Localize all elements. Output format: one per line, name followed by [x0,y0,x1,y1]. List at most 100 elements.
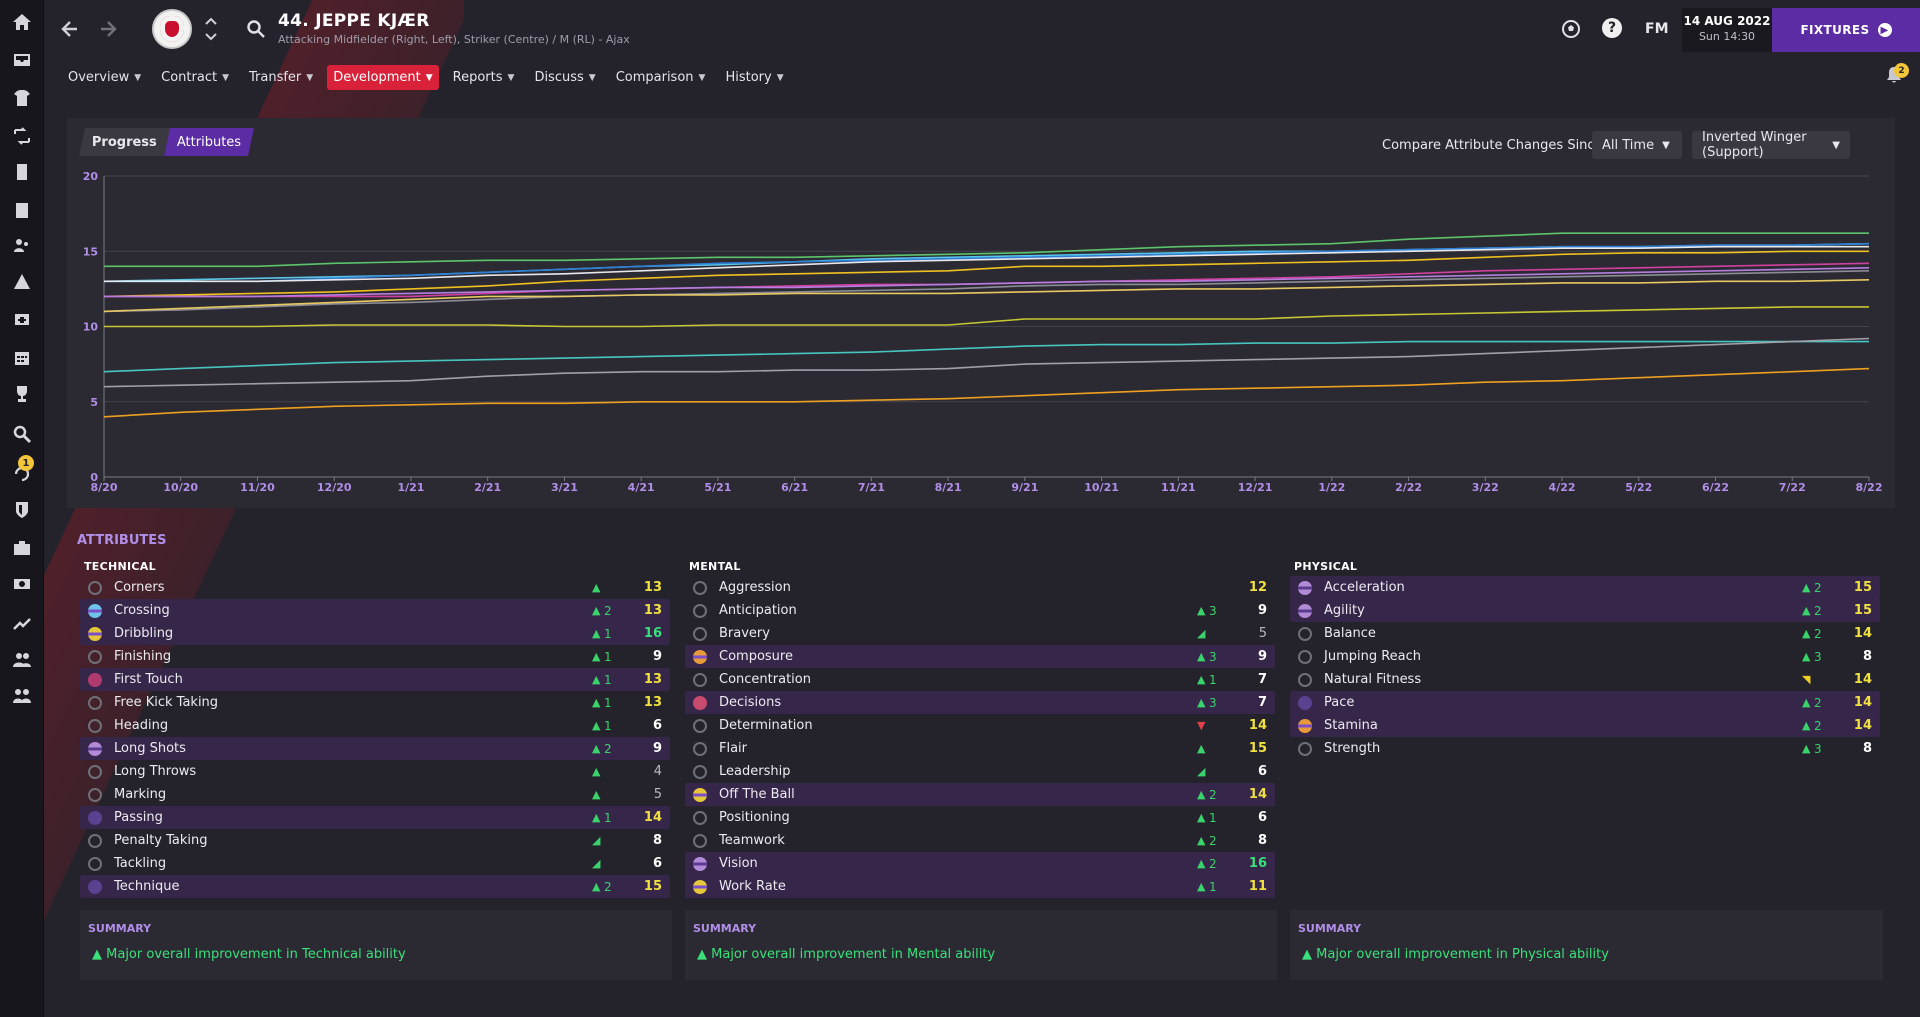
menu-development[interactable]: Development ▼ [327,65,439,90]
fm-logo[interactable]: FM [1645,21,1669,37]
arrow-up-icon: ▲ [592,604,601,617]
inbox-icon[interactable] [10,48,34,72]
menu-comparison[interactable]: Comparison ▼ [610,65,712,90]
attribute-row[interactable]: Heading ▲ 1 6 [80,714,670,737]
attribute-value: 15 [1248,741,1267,756]
attribute-row[interactable]: Acceleration ▲ 2 15 [1290,576,1880,599]
x-tick-label: 1/21 [397,481,424,494]
attribute-row[interactable]: Dribbling ▲ 1 16 [80,622,670,645]
help-icon[interactable]: ? [1602,18,1622,38]
staff-icon[interactable] [10,234,34,258]
attribute-row[interactable]: Corners ▲ 13 [80,576,670,599]
youth-icon[interactable] [10,684,34,708]
player-title: 44. JEPPE KJÆR [278,11,430,31]
series-line-12 [103,337,1870,388]
mental-column: MENTAL Aggression 12 Anticipation ▲ 3 9 Braver… [685,560,1275,898]
attribute-row[interactable]: Concentration ▲ 1 7 [685,668,1275,691]
attribute-change: 1 [604,672,612,687]
medical-icon[interactable] [10,306,34,330]
attribute-row[interactable]: Composure ▲ 3 9 [685,645,1275,668]
report-icon[interactable] [10,198,34,222]
attribute-row[interactable]: Tackling ◢ 6 [80,852,670,875]
menu-reports[interactable]: Reports ▼ [447,65,521,90]
home-icon[interactable] [10,10,34,34]
period-dropdown[interactable]: All Time ▼ [1592,131,1682,159]
attribute-row[interactable]: Free Kick Taking ▲ 1 13 [80,691,670,714]
attribute-row[interactable]: Jumping Reach ▲ 3 8 [1290,645,1880,668]
attribute-name: Pace [1324,695,1355,710]
data-hub-icon[interactable] [10,160,34,184]
attribute-row[interactable]: Anticipation ▲ 3 9 [685,599,1275,622]
dev-centre-icon[interactable] [10,612,34,636]
back-arrow-icon[interactable] [58,18,82,42]
attribute-row[interactable]: Leadership ◢ 6 [685,760,1275,783]
attribute-change: 2 [1209,856,1217,871]
tactics-icon[interactable] [10,124,34,148]
attribute-row[interactable]: Determination ▼ 14 [685,714,1275,737]
attribute-row[interactable]: Aggression 12 [685,576,1275,599]
attribute-row[interactable]: Work Rate ▲ 1 11 [685,875,1275,898]
training-icon[interactable] [10,270,34,294]
squad-icon[interactable] [10,86,34,110]
attribute-row[interactable]: Penalty Taking ◢ 8 [80,829,670,852]
player-switch-icon[interactable] [204,14,218,44]
menu-label: Overview [68,70,130,85]
schedule-icon[interactable] [10,346,34,370]
menu-label: Comparison [615,70,694,85]
attribute-row[interactable]: Agility ▲ 2 15 [1290,599,1880,622]
role-dropdown[interactable]: Inverted Winger (Support) ▼ [1692,130,1850,160]
attribute-value: 15 [1853,603,1872,618]
finances-icon[interactable] [10,572,34,596]
club-info-icon[interactable] [10,498,34,522]
attribute-row[interactable]: Natural Fitness ◥ 14 [1290,668,1880,691]
attribute-row[interactable]: Vision ▲ 2 16 [685,852,1275,875]
attribute-highlight-icon [693,626,707,641]
attribute-change: 2 [1814,580,1822,595]
attribute-highlight-icon [693,603,707,618]
attribute-row[interactable]: Strength ▲ 3 8 [1290,737,1880,760]
club-vision-icon[interactable] [10,536,34,560]
reserves-icon[interactable] [10,648,34,672]
attribute-change: 2 [1209,833,1217,848]
menu-overview[interactable]: Overview ▼ [62,65,147,90]
menu-contract[interactable]: Contract ▼ [155,65,235,90]
menu-label: Contract [161,70,218,85]
football-icon[interactable] [1560,18,1582,40]
notification-badge: 1 [18,455,34,471]
tab-progress[interactable]: Progress [79,128,170,156]
attribute-row[interactable]: Crossing ▲ 2 13 [80,599,670,622]
attribute-row[interactable]: First Touch ▲ 1 13 [80,668,670,691]
attribute-value: 7 [1257,695,1267,710]
attribute-row[interactable]: Passing ▲ 1 14 [80,806,670,829]
menu-history[interactable]: History ▼ [719,65,789,90]
attribute-row[interactable]: Off The Ball ▲ 2 14 [685,783,1275,806]
attribute-row[interactable]: Long Shots ▲ 2 9 [80,737,670,760]
menu-discuss[interactable]: Discuss ▼ [528,65,601,90]
arrow-up-icon: ▲ [1802,696,1811,709]
attribute-row[interactable]: Teamwork ▲ 2 8 [685,829,1275,852]
chevron-down-icon: ▼ [425,72,433,83]
forward-arrow-icon[interactable] [98,18,122,42]
attribute-row[interactable]: Positioning ▲ 1 6 [685,806,1275,829]
attribute-row[interactable]: Pace ▲ 2 14 [1290,691,1880,714]
attribute-row[interactable]: Flair ▲ 15 [685,737,1275,760]
attribute-row[interactable]: Finishing ▲ 1 9 [80,645,670,668]
summary-title: SUMMARY [1298,922,1362,935]
trophy-icon[interactable] [10,382,34,406]
menu-transfer[interactable]: Transfer ▼ [243,65,319,90]
attribute-row[interactable]: Marking ▲ 5 [80,783,670,806]
attribute-row[interactable]: Balance ▲ 2 14 [1290,622,1880,645]
tab-attributes[interactable]: Attributes [163,128,255,156]
attribute-row[interactable]: Technique ▲ 2 15 [80,875,670,898]
attribute-value: 15 [643,879,662,894]
x-tick-label: 7/22 [1779,481,1806,494]
attribute-row[interactable]: Bravery ◢ 5 [685,622,1275,645]
attribute-change: 2 [1814,626,1822,641]
fixtures-button[interactable]: FIXTURES ▶ [1772,8,1920,52]
attribute-row[interactable]: Stamina ▲ 2 14 [1290,714,1880,737]
attribute-row[interactable]: Long Throws ▲ 4 [80,760,670,783]
search-icon[interactable] [246,19,268,41]
attribute-highlight-icon [1298,741,1312,756]
attribute-row[interactable]: Decisions ▲ 3 7 [685,691,1275,714]
scouting-icon[interactable] [10,422,34,446]
